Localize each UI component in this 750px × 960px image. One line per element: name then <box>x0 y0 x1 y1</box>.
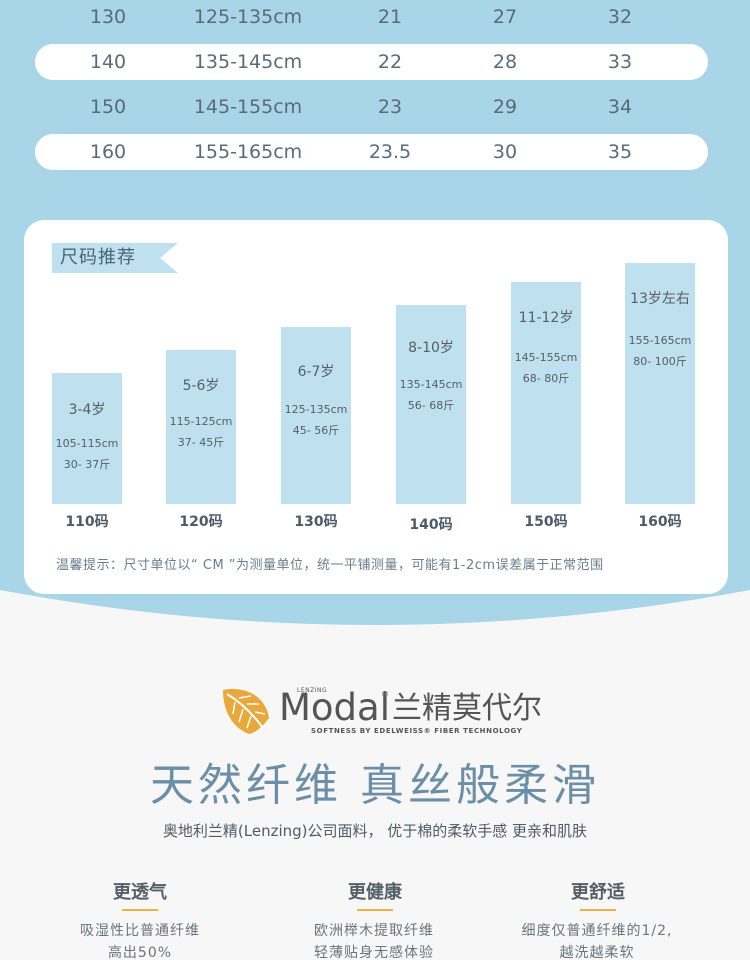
value-cell: 33 <box>607 51 633 73</box>
bar-weight: 80- 100斤 <box>633 355 687 368</box>
feature-title-text: 更健康 <box>348 882 402 903</box>
feature-line: 吸湿性比普通纤维 <box>80 923 200 939</box>
bar-age: 6-7岁 <box>297 364 335 380</box>
wave-divider <box>0 590 750 670</box>
bar-label: 120码 <box>179 514 223 530</box>
value-cell: 34 <box>607 96 633 118</box>
bar-age: 3-4岁 <box>68 402 106 418</box>
bar-height: 105-115cm <box>55 437 119 450</box>
value-cell: 32 <box>607 6 633 28</box>
headline: 天然纤维 真丝般柔滑 <box>150 760 600 811</box>
bar-label: 130码 <box>294 514 338 530</box>
feature-title: 更健康 <box>305 878 445 911</box>
value-cell: 23 <box>377 96 403 118</box>
feature-line: 欧洲榉木提取纤维 <box>314 923 434 939</box>
feature-title: 更透气 <box>70 878 210 911</box>
table-row: 140 135-145cm 22 28 33 <box>35 44 708 80</box>
feature-title-text: 更舒适 <box>571 882 625 903</box>
bar-age: 8-10岁 <box>408 340 454 356</box>
size-cell: 160 <box>89 141 127 163</box>
table-row: 150 145-155cm 23 29 34 <box>0 89 750 125</box>
height-cell: 145-155cm <box>193 96 303 118</box>
bar-height: 125-135cm <box>284 403 348 416</box>
feature-line: 细度仅普通纤维的1/2, <box>521 923 673 939</box>
bar-weight: 68- 80斤 <box>522 372 570 385</box>
title-underline <box>357 909 393 911</box>
feature-title-text: 更透气 <box>113 882 167 903</box>
size-cell: 140 <box>89 51 127 73</box>
modal-logo-text: Modal <box>279 686 390 729</box>
bar-age: 5-6岁 <box>182 378 220 394</box>
table-row: 160 155-165cm 23.5 30 35 <box>35 134 708 170</box>
subheadline: 奥地利兰精(Lenzing)公司面料， 优于棉的柔软手感 更亲和肌肤 <box>162 822 588 840</box>
size-cell: 150 <box>89 96 127 118</box>
feature-line: 高出50% <box>107 945 173 960</box>
bar-label: 110码 <box>65 514 109 530</box>
size-hint: 温馨提示：尺寸单位以“ CM ”为测量单位，统一平铺测量，可能有1-2cm误差属… <box>56 558 604 573</box>
size-bar: 3-4岁 105-115cm 30- 37斤 <box>52 373 122 504</box>
bar-weight: 45- 56斤 <box>292 424 340 437</box>
height-cell: 155-165cm <box>193 141 303 163</box>
feature-line: 轻薄贴身无感体验 <box>314 945 434 960</box>
size-bar: 5-6岁 115-125cm 37- 45斤 <box>166 350 236 504</box>
value-cell: 35 <box>607 141 633 163</box>
registered-mark: ® <box>381 690 389 699</box>
value-cell: 22 <box>377 51 403 73</box>
table-row: 130 125-135cm 21 27 32 <box>0 0 750 35</box>
bar-label: 140码 <box>409 517 453 533</box>
height-cell: 135-145cm <box>193 51 303 73</box>
brand-tagline: SOFTNESS BY EDELWEISS® FIBER TECHNOLOGY <box>311 727 523 735</box>
title-underline <box>580 909 616 911</box>
feature-desc: 细度仅普通纤维的1/2, 越洗越柔软 <box>502 920 692 960</box>
feature-title: 更舒适 <box>528 878 668 911</box>
tag-ribbon <box>52 243 178 273</box>
bar-weight: 56- 68斤 <box>407 399 455 412</box>
bar-weight: 37- 45斤 <box>177 436 225 449</box>
size-cell: 130 <box>89 6 127 28</box>
section-title: 尺码推荐 <box>60 247 136 268</box>
value-cell: 27 <box>492 6 518 28</box>
lenzing-mark: LENZING <box>297 687 328 694</box>
value-cell: 28 <box>492 51 518 73</box>
bar-height: 155-165cm <box>628 334 692 347</box>
value-cell: 23.5 <box>368 141 412 163</box>
size-bar: 11-12岁 145-155cm 68- 80斤 <box>511 282 581 504</box>
bar-age: 11-12岁 <box>518 310 574 326</box>
bar-label: 150码 <box>524 514 568 530</box>
bar-height: 135-145cm <box>399 378 463 391</box>
feature-desc: 吸湿性比普通纤维 高出50% <box>45 920 235 960</box>
modal-chinese-name: 兰精莫代尔 <box>392 691 542 726</box>
feature-line: 越洗越柔软 <box>559 945 635 960</box>
value-cell: 21 <box>377 6 403 28</box>
value-cell: 29 <box>492 96 518 118</box>
size-recommend-card: 尺码推荐 3-4岁 105-115cm 30- 37斤 5-6岁 115-125… <box>24 220 728 594</box>
bar-height: 145-155cm <box>514 351 578 364</box>
value-cell: 30 <box>492 141 518 163</box>
feature-desc: 欧洲榉木提取纤维 轻薄贴身无感体验 <box>279 920 469 960</box>
bar-weight: 30- 37斤 <box>63 458 111 471</box>
leaf-icon <box>223 689 269 734</box>
bar-height: 115-125cm <box>169 415 233 428</box>
bar-label: 160码 <box>638 514 682 530</box>
bar-age: 13岁左右 <box>630 291 690 307</box>
title-underline <box>122 909 158 911</box>
size-bar: 8-10岁 135-145cm 56- 68斤 <box>396 305 466 504</box>
size-bar: 6-7岁 125-135cm 45- 56斤 <box>281 327 351 504</box>
size-bar: 13岁左右 155-165cm 80- 100斤 <box>625 263 695 504</box>
height-cell: 125-135cm <box>193 6 303 28</box>
